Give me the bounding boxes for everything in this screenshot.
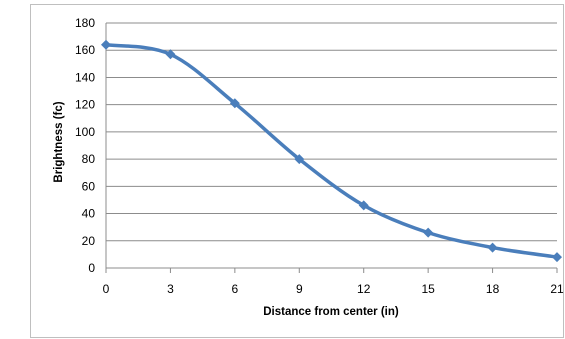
axes — [105, 23, 558, 273]
x-tick-labels: 0 3 6 9 12 15 18 21 — [103, 282, 564, 296]
data-point-marker — [229, 98, 240, 109]
y-tick-label: 0 — [88, 261, 95, 275]
y-tick-label: 80 — [82, 152, 96, 166]
y-tick-label: 120 — [75, 98, 95, 112]
y-tick-label: 180 — [75, 16, 95, 30]
data-point-marker — [487, 242, 498, 253]
data-point-marker — [552, 252, 562, 263]
data-point-marker — [423, 227, 434, 238]
x-axis-title: Distance from center (in) — [263, 306, 399, 318]
x-tick-label: 0 — [103, 282, 110, 296]
y-tick-label: 40 — [82, 207, 96, 221]
data-point-marker — [165, 49, 176, 60]
x-tick-label: 3 — [167, 282, 174, 296]
data-point-marker — [101, 39, 111, 50]
y-tick-label: 100 — [75, 125, 95, 139]
data-point-marker — [294, 154, 305, 165]
x-tick-label: 9 — [296, 282, 303, 296]
chart-frame — [30, 4, 564, 338]
y-tick-label: 60 — [82, 179, 96, 193]
y-tick-labels: 0 20 40 60 80 100 120 140 160 180 — [75, 16, 95, 275]
gridlines — [106, 22, 557, 242]
x-tick-label: 21 — [550, 282, 564, 296]
x-tick-label: 12 — [357, 282, 371, 296]
series-group — [101, 39, 562, 263]
x-tick-label: 18 — [486, 282, 500, 296]
x-tick-label: 6 — [232, 282, 239, 296]
y-tick-label: 140 — [75, 70, 95, 84]
y-tick-label: 160 — [75, 43, 95, 57]
series-line — [104, 43, 559, 259]
y-tick-label: 20 — [82, 234, 96, 248]
x-tick-label: 15 — [421, 282, 435, 296]
data-point-marker — [358, 200, 369, 211]
y-axis-title: Brightness (fc) — [53, 101, 65, 182]
